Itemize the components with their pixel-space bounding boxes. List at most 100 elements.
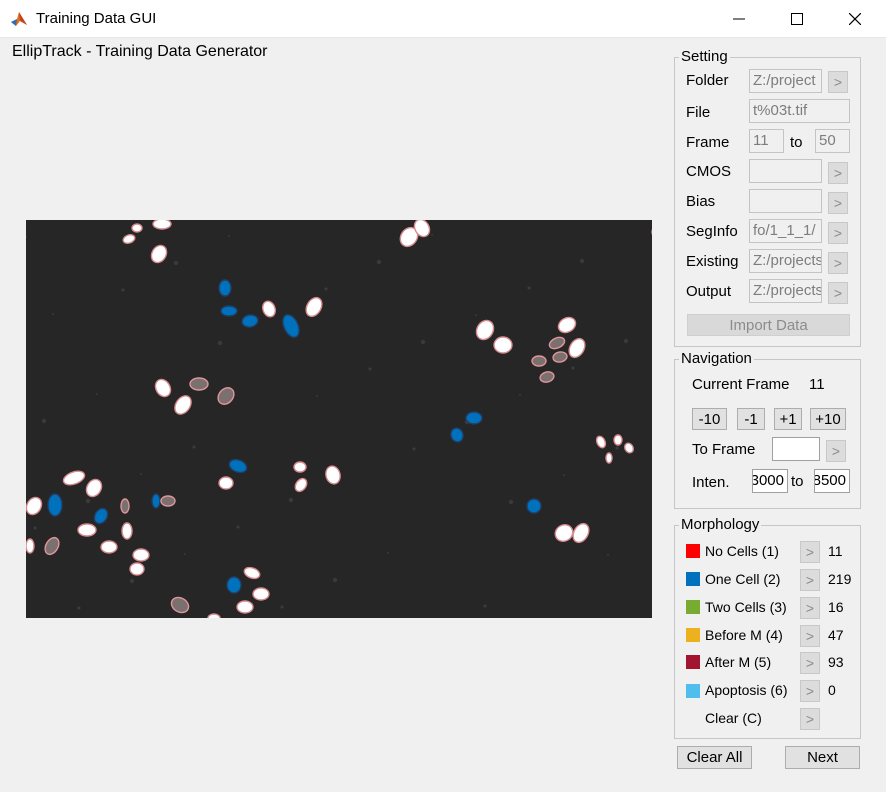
- minimize-button[interactable]: [710, 0, 768, 38]
- cell-unlabeled[interactable]: [26, 538, 35, 554]
- cell-unlabeled[interactable]: [539, 370, 555, 383]
- forward-10-button[interactable]: +10: [810, 408, 846, 430]
- cell-unlabeled[interactable]: [100, 540, 118, 554]
- close-button[interactable]: [826, 0, 884, 38]
- seginfo-field[interactable]: fo/1_1_1/: [749, 219, 822, 243]
- output-browse-button[interactable]: >: [828, 282, 848, 304]
- cell-one-cell[interactable]: [449, 426, 465, 443]
- cell-one-cell[interactable]: [241, 314, 259, 329]
- maximize-button[interactable]: [768, 0, 826, 38]
- cell-unlabeled[interactable]: [207, 613, 221, 618]
- cell-unlabeled[interactable]: [303, 295, 325, 319]
- frame-to-label: to: [790, 134, 803, 151]
- frame-to-field[interactable]: 50: [815, 129, 850, 153]
- existing-browse-button[interactable]: >: [828, 252, 848, 274]
- cell-one-cell[interactable]: [227, 457, 248, 474]
- cell-one-cell[interactable]: [465, 411, 483, 425]
- cell-unlabeled[interactable]: [556, 314, 579, 335]
- cell-unlabeled[interactable]: [613, 434, 623, 446]
- file-field[interactable]: t%03t.tif: [749, 99, 850, 123]
- cell-unlabeled[interactable]: [121, 522, 133, 540]
- cell-unlabeled[interactable]: [236, 600, 254, 614]
- cell-one-cell[interactable]: [280, 312, 303, 340]
- back-1-button[interactable]: -1: [737, 408, 765, 430]
- cell-unlabeled[interactable]: [548, 335, 567, 351]
- cell-one-cell[interactable]: [526, 498, 542, 514]
- cell-unlabeled[interactable]: [152, 377, 173, 400]
- cell-unlabeled[interactable]: [566, 336, 588, 360]
- after-m-button[interactable]: >: [800, 652, 820, 674]
- cell-unlabeled[interactable]: [172, 393, 195, 417]
- no-cells-button[interactable]: >: [800, 541, 820, 563]
- cell-one-cell[interactable]: [47, 493, 63, 517]
- existing-field[interactable]: Z:/projects: [749, 249, 822, 273]
- cell-unlabeled[interactable]: [42, 535, 61, 557]
- cell-unlabeled[interactable]: [252, 587, 270, 601]
- one-cell-button[interactable]: >: [800, 569, 820, 591]
- cell-unlabeled[interactable]: [552, 351, 568, 363]
- cell-unlabeled[interactable]: [120, 498, 130, 514]
- cmos-field[interactable]: [749, 159, 822, 183]
- cell-unlabeled[interactable]: [189, 377, 209, 391]
- cell-unlabeled[interactable]: [411, 220, 432, 239]
- cell-unlabeled[interactable]: [293, 476, 309, 493]
- cell-one-cell[interactable]: [226, 576, 242, 594]
- cell-unlabeled[interactable]: [595, 435, 607, 449]
- cell-unlabeled[interactable]: [473, 317, 497, 342]
- apoptosis-button[interactable]: >: [800, 680, 820, 702]
- bias-field[interactable]: [749, 189, 822, 213]
- cell-one-cell[interactable]: [220, 305, 238, 317]
- folder-label: Folder: [686, 72, 729, 89]
- cell-unlabeled[interactable]: [77, 523, 97, 537]
- cell-unlabeled[interactable]: [570, 521, 592, 545]
- cell-unlabeled[interactable]: [169, 594, 192, 615]
- clear-all-button[interactable]: Clear All: [677, 746, 752, 769]
- cell-unlabeled[interactable]: [83, 477, 104, 500]
- cell-unlabeled[interactable]: [26, 495, 45, 518]
- cell-unlabeled[interactable]: [122, 233, 136, 245]
- forward-1-button[interactable]: +1: [774, 408, 802, 430]
- cell-one-cell[interactable]: [218, 279, 232, 297]
- two-cells-button[interactable]: >: [800, 597, 820, 619]
- cell-one-cell[interactable]: [92, 506, 110, 526]
- cell-unlabeled[interactable]: [243, 566, 261, 581]
- bias-browse-button[interactable]: >: [828, 192, 848, 214]
- clear-button[interactable]: >: [800, 708, 820, 730]
- cell-unlabeled[interactable]: [218, 476, 234, 490]
- cell-unlabeled[interactable]: [605, 452, 613, 464]
- cmos-browse-button[interactable]: >: [828, 162, 848, 184]
- cell-unlabeled[interactable]: [131, 223, 143, 233]
- cell-unlabeled[interactable]: [62, 469, 87, 488]
- cell-unlabeled[interactable]: [552, 522, 576, 545]
- intensity-max-input[interactable]: 8500: [814, 469, 850, 493]
- to-frame-go-button[interactable]: >: [826, 440, 846, 462]
- cell-unlabeled[interactable]: [129, 562, 145, 576]
- background-speck: [563, 474, 565, 476]
- to-frame-input[interactable]: [772, 437, 820, 461]
- cell-unlabeled[interactable]: [493, 336, 513, 354]
- background-speck: [412, 447, 416, 451]
- cell-unlabeled[interactable]: [148, 243, 169, 266]
- cell-unlabeled[interactable]: [215, 385, 237, 408]
- import-data-button[interactable]: Import Data: [687, 314, 850, 336]
- before-m-button[interactable]: >: [800, 625, 820, 647]
- cell-unlabeled[interactable]: [160, 495, 176, 507]
- cell-unlabeled[interactable]: [623, 442, 635, 455]
- next-button[interactable]: Next: [785, 746, 860, 769]
- cell-unlabeled[interactable]: [531, 355, 547, 367]
- intensity-min-input[interactable]: 3000: [752, 469, 788, 493]
- cell-one-cell[interactable]: [151, 493, 161, 509]
- cell-image-canvas[interactable]: [26, 220, 652, 618]
- cell-unlabeled[interactable]: [261, 299, 278, 318]
- back-10-button[interactable]: -10: [692, 408, 727, 430]
- output-field[interactable]: Z:/projects: [749, 279, 822, 303]
- cell-image[interactable]: [26, 220, 652, 618]
- cell-unlabeled[interactable]: [152, 220, 172, 230]
- cell-unlabeled[interactable]: [132, 548, 150, 562]
- folder-field[interactable]: Z:/project: [749, 69, 822, 93]
- cell-unlabeled[interactable]: [324, 464, 342, 485]
- frame-from-field[interactable]: 11: [749, 129, 784, 153]
- seginfo-browse-button[interactable]: >: [828, 222, 848, 244]
- cell-unlabeled[interactable]: [293, 461, 307, 473]
- folder-browse-button[interactable]: >: [828, 71, 848, 93]
